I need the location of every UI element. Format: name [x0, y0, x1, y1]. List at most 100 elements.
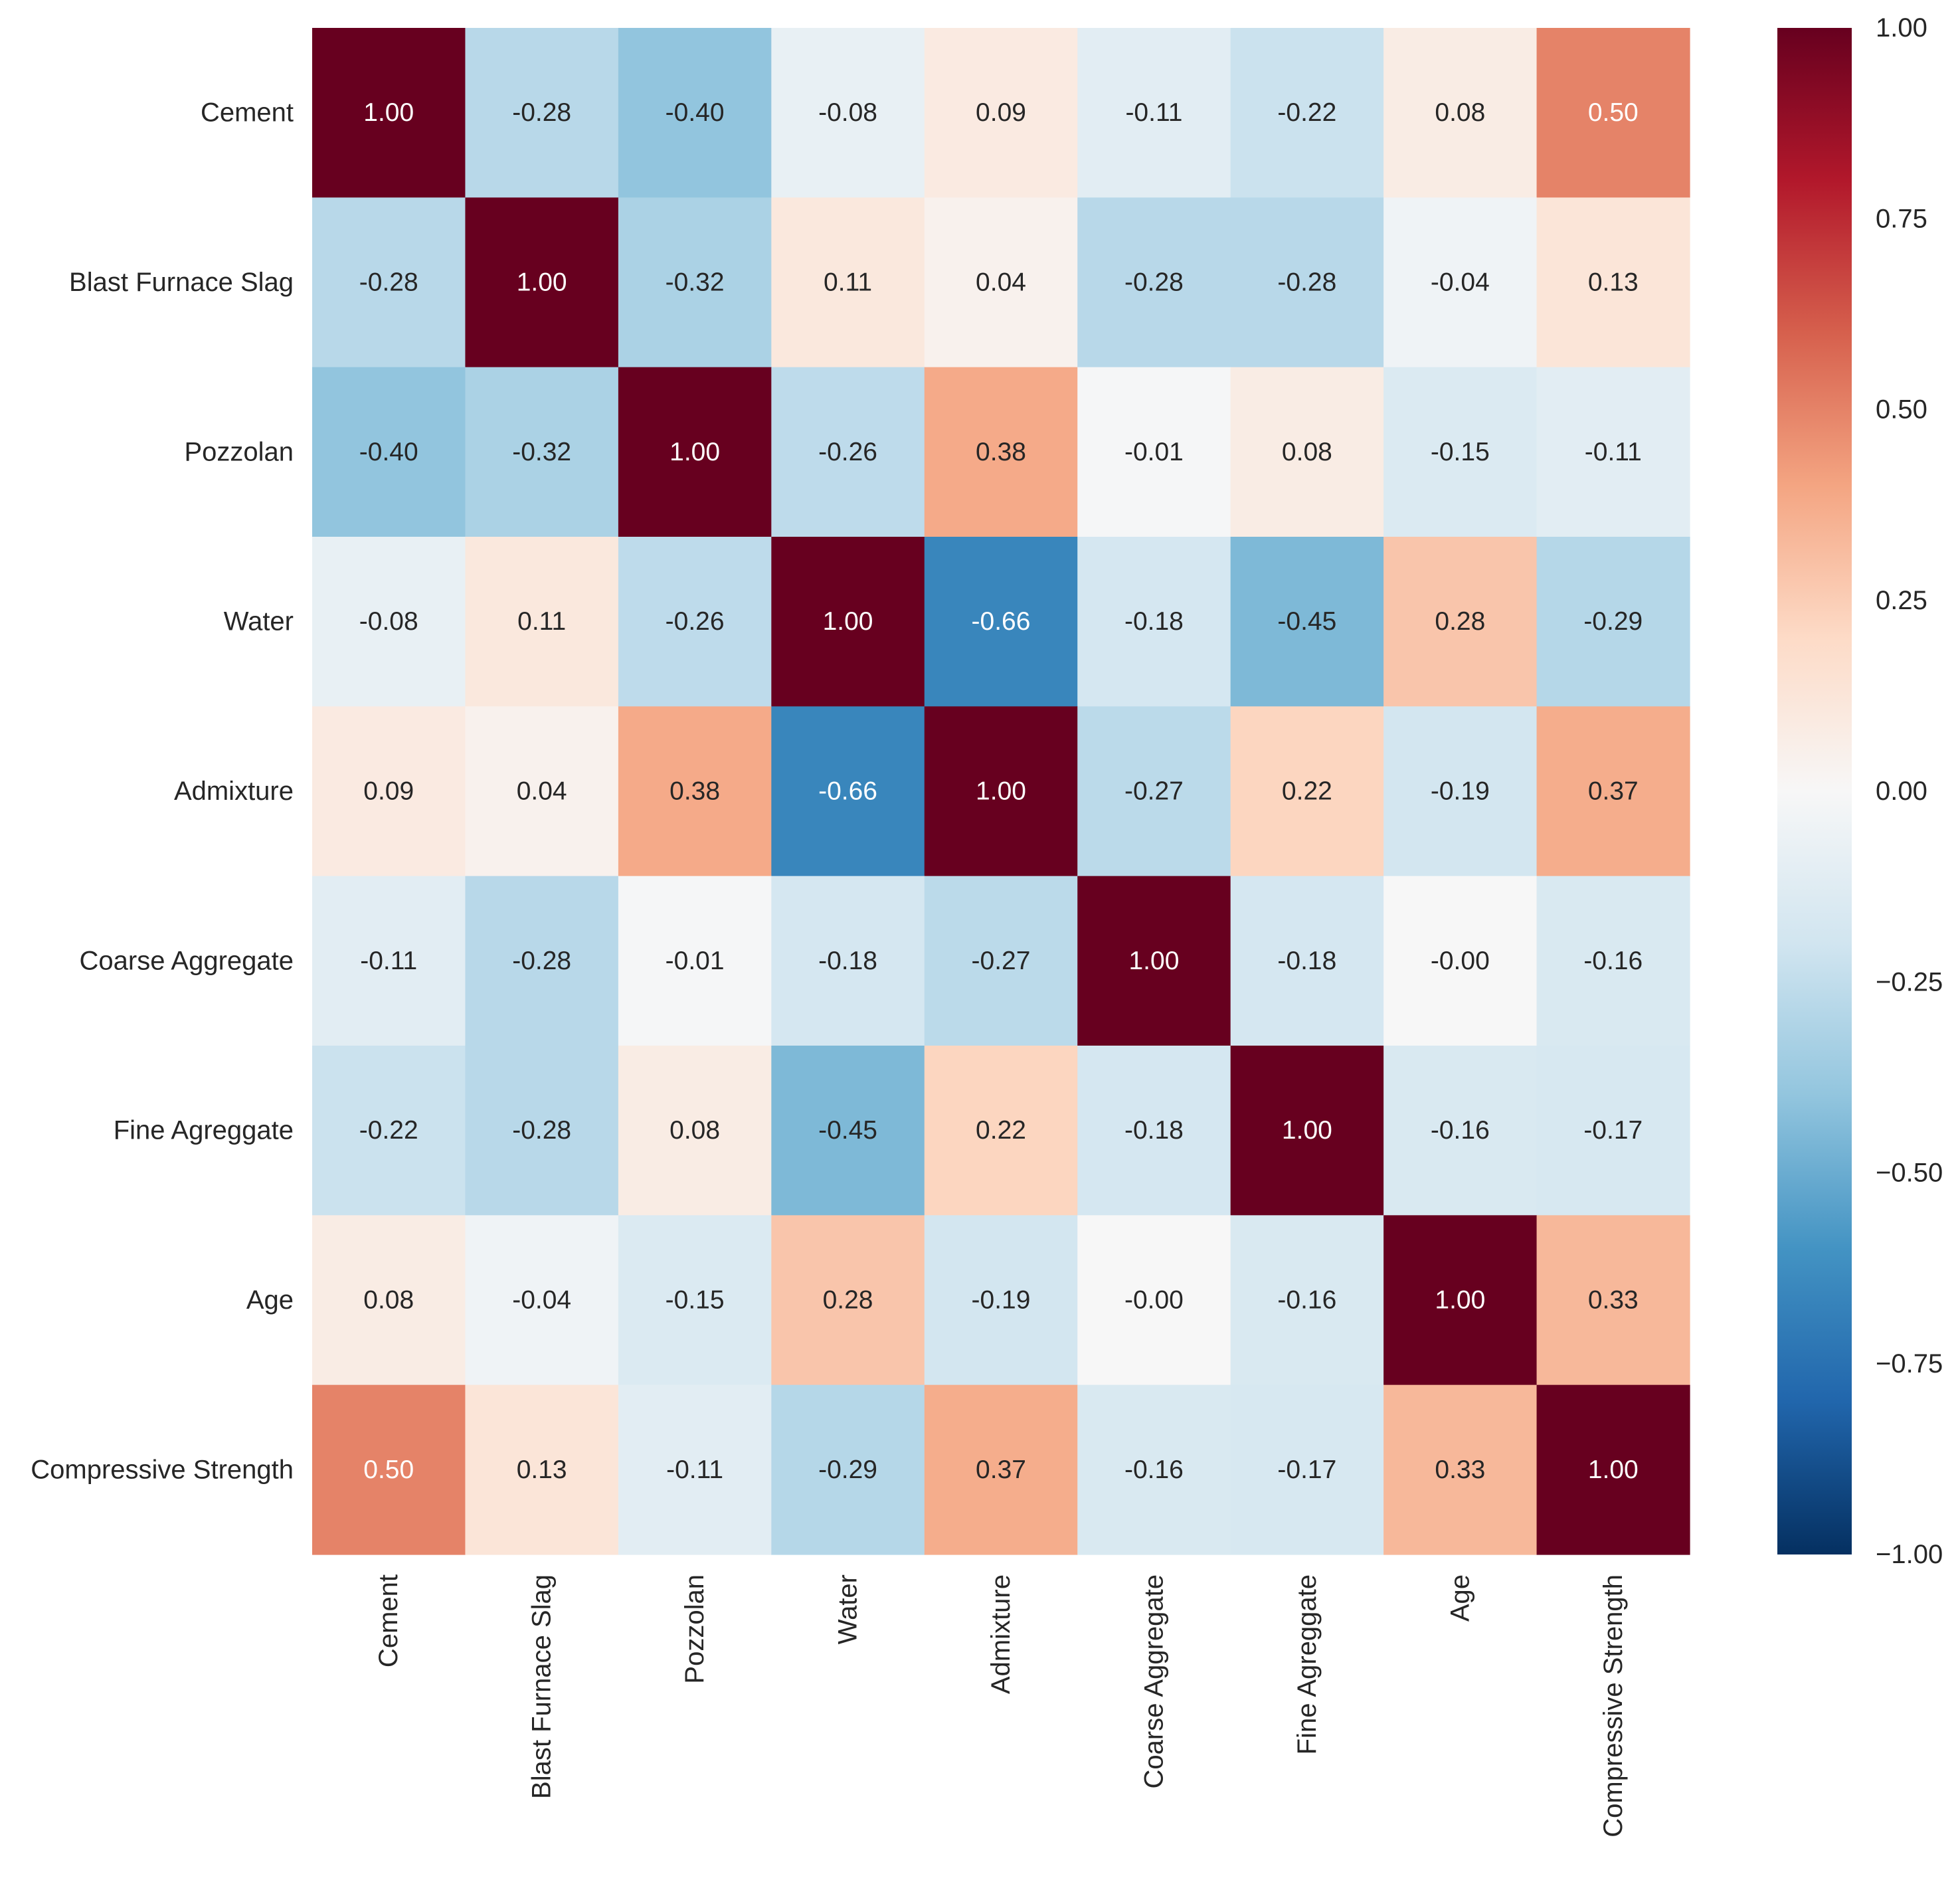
heatmap-cell-compressive-strength-admixture — [924, 1384, 1078, 1555]
cell-value-label: -0.26 — [818, 438, 877, 466]
heatmap-cell-water-coarse-aggregate — [1077, 537, 1231, 707]
heatmap-cell-cement-blast-furnace-slag — [465, 28, 619, 198]
cell-value-label: 0.33 — [1435, 1456, 1485, 1484]
heatmap-cell-water-age — [1383, 537, 1538, 707]
cell-value-label: -0.45 — [818, 1116, 877, 1145]
cell-value-label: -0.11 — [1125, 98, 1182, 127]
cell-value-label: -0.01 — [1124, 438, 1184, 466]
heatmap-cell-cement-fine-agreggate — [1230, 28, 1384, 198]
heatmap-cell-admixture-fine-agreggate — [1230, 706, 1384, 877]
cell-value-label: -0.40 — [666, 98, 725, 127]
cell-value-label: -0.16 — [1431, 1116, 1490, 1145]
heatmap-cell-cement-cement — [312, 28, 466, 198]
colorbar-tick-label: 1.00 — [1876, 13, 1927, 43]
column-label-pozzolan: Pozzolan — [680, 1574, 709, 1684]
heatmap-cell-admixture-coarse-aggregate — [1077, 706, 1231, 877]
colorbar-tick-label: 0.75 — [1876, 204, 1927, 233]
heatmap-cell-blast-furnace-slag-fine-agreggate — [1230, 197, 1384, 368]
heatmap-cell-admixture-water — [771, 706, 925, 877]
cell-value-label: -0.22 — [359, 1116, 418, 1145]
cell-value-label: -0.40 — [359, 438, 418, 466]
heatmap-cell-coarse-aggregate-compressive-strength — [1536, 876, 1690, 1046]
heatmap-cell-age-coarse-aggregate — [1077, 1215, 1231, 1386]
colorbar-tick-label: 0.50 — [1876, 395, 1927, 424]
cell-value-label: -0.28 — [512, 947, 571, 975]
cell-value-label: 0.13 — [1588, 268, 1639, 297]
cell-value-label: 1.00 — [1282, 1116, 1332, 1145]
row-label-compressive-strength: Compressive Strength — [31, 1455, 294, 1484]
heatmap-cell-admixture-cement — [312, 706, 466, 877]
heatmap-cell-cement-compressive-strength — [1536, 28, 1690, 198]
colorbar-tick-label: 0.00 — [1876, 777, 1927, 806]
heatmap-cell-compressive-strength-water — [771, 1384, 925, 1555]
cell-value-label: -0.29 — [818, 1456, 877, 1484]
cell-value-label: -0.15 — [666, 1286, 725, 1315]
cell-value-label: -0.00 — [1431, 947, 1490, 975]
heatmap-cell-water-cement — [312, 537, 466, 707]
cell-value-label: 0.28 — [823, 1286, 873, 1315]
heatmap-cell-fine-agreggate-coarse-aggregate — [1077, 1046, 1231, 1216]
row-label-coarse-aggregate: Coarse Aggregate — [80, 946, 294, 975]
heatmap-cell-water-admixture — [924, 537, 1078, 707]
cell-value-label: -0.01 — [666, 947, 725, 975]
heatmap-cell-blast-furnace-slag-cement — [312, 197, 466, 368]
heatmap-cell-water-compressive-strength — [1536, 537, 1690, 707]
column-label-coarse-aggregate: Coarse Aggregate — [1139, 1574, 1168, 1788]
heatmap-cell-cement-water — [771, 28, 925, 198]
cell-value-label: -0.04 — [1431, 268, 1490, 297]
heatmap-cell-blast-furnace-slag-admixture — [924, 197, 1078, 368]
colorbar: 1.00 0.75 0.50 0.25 0.00 −0.25 −0.50 −0.75 −1.00 — [1777, 13, 1943, 1569]
heatmap-cell-coarse-aggregate-blast-furnace-slag — [465, 876, 619, 1046]
row-label-pozzolan: Pozzolan — [184, 437, 294, 466]
heatmap-cell-admixture-admixture — [924, 706, 1078, 877]
heatmap-cell-compressive-strength-pozzolan — [618, 1384, 772, 1555]
colorbar-tick-label: 0.25 — [1876, 586, 1927, 615]
heatmap-cell-water-fine-agreggate — [1230, 537, 1384, 707]
heatmap-cell-pozzolan-admixture — [924, 367, 1078, 537]
heatmap-cell-admixture-blast-furnace-slag — [465, 706, 619, 877]
cell-value-label: 0.50 — [363, 1456, 414, 1484]
cell-value-label: -0.18 — [1124, 1116, 1184, 1145]
heatmap-cell-age-blast-furnace-slag — [465, 1215, 619, 1386]
column-label-age: Age — [1445, 1574, 1474, 1622]
heatmap-cell-blast-furnace-slag-blast-furnace-slag — [465, 197, 619, 368]
heatmap-cell-fine-agreggate-age — [1383, 1046, 1538, 1216]
cell-value-label: -0.19 — [972, 1286, 1031, 1315]
heatmap-cell-compressive-strength-blast-furnace-slag — [465, 1384, 619, 1555]
cell-value-label: -0.28 — [1277, 268, 1336, 297]
colorbar-tick-label: −0.75 — [1876, 1349, 1943, 1378]
heatmap-cell-blast-furnace-slag-age — [1383, 197, 1538, 368]
row-label-blast-furnace-slag: Blast Furnace Slag — [69, 268, 294, 297]
heatmap-cell-coarse-aggregate-pozzolan — [618, 876, 772, 1046]
cell-value-label: -0.16 — [1583, 947, 1643, 975]
cell-value-label: 0.38 — [669, 777, 720, 806]
cell-value-label: 1.00 — [823, 607, 873, 636]
heatmap-cell-fine-agreggate-compressive-strength — [1536, 1046, 1690, 1216]
heatmap-cell-age-water — [771, 1215, 925, 1386]
cell-value-label: -0.28 — [512, 1116, 571, 1145]
cell-value-label: 0.11 — [517, 607, 566, 636]
cell-value-label: 0.22 — [976, 1116, 1026, 1145]
heatmap-cell-labels: 1.00 -0.28 -0.40 -0.08 0.09 -0.11 -0.22 0.08 0.5… — [359, 98, 1643, 1484]
cell-value-label: 0.08 — [1282, 438, 1332, 466]
cell-value-label: 0.04 — [517, 777, 567, 806]
heatmap-cell-pozzolan-age — [1383, 367, 1538, 537]
heatmap-cell-blast-furnace-slag-pozzolan — [618, 197, 772, 368]
cell-value-label: -0.11 — [1585, 438, 1642, 466]
heatmap-cell-cement-pozzolan — [618, 28, 772, 198]
cell-value-label: -0.26 — [666, 607, 725, 636]
heatmap-cell-age-cement — [312, 1215, 466, 1386]
heatmap-cell-fine-agreggate-blast-furnace-slag — [465, 1046, 619, 1216]
heatmap-cell-pozzolan-cement — [312, 367, 466, 537]
row-label-age: Age — [246, 1285, 294, 1315]
cell-value-label: -0.66 — [818, 777, 877, 806]
cell-value-label: 1.00 — [669, 438, 720, 466]
heatmap-cell-coarse-aggregate-water — [771, 876, 925, 1046]
heatmap-cell-pozzolan-coarse-aggregate — [1077, 367, 1231, 537]
heatmap-cell-admixture-compressive-strength — [1536, 706, 1690, 877]
heatmap-cell-blast-furnace-slag-coarse-aggregate — [1077, 197, 1231, 368]
cell-value-label: -0.27 — [972, 947, 1031, 975]
cell-value-label: -0.16 — [1277, 1286, 1336, 1315]
heatmap-cell-coarse-aggregate-admixture — [924, 876, 1078, 1046]
cell-value-label: -0.18 — [1124, 607, 1184, 636]
